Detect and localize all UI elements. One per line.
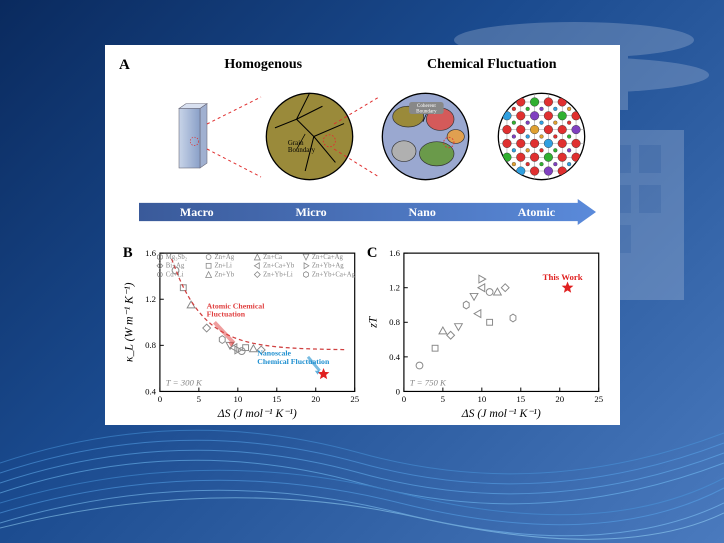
svg-text:Zn+Ca+Yb: Zn+Ca+Yb [263, 263, 295, 270]
svg-text:T = 300 K: T = 300 K [166, 378, 203, 388]
svg-text:0.4: 0.4 [389, 352, 401, 362]
svg-text:κ_L (W m⁻¹ K⁻¹): κ_L (W m⁻¹ K⁻¹) [123, 282, 136, 362]
panel-a: A Homogenous Chemical Fluctuation [119, 57, 606, 237]
svg-text:Zn+Ca+Ag: Zn+Ca+Ag [312, 254, 344, 261]
figure-panel: A Homogenous Chemical Fluctuation [105, 45, 620, 425]
svg-text:Zn+Yb+Ag: Zn+Yb+Ag [312, 263, 344, 270]
svg-text:Mg₃Sb₂: Mg₃Sb₂ [166, 254, 187, 261]
svg-text:Cd+Li: Cd+Li [166, 272, 184, 279]
svg-text:Zn+Ag: Zn+Ag [214, 254, 234, 261]
panel-a-label: A [119, 57, 130, 74]
bottom-row: 0 5 10 15 20 25 0.4 0.8 1.2 1.6 ΔS (J mol⁻¹ K⁻¹) κ_… [119, 243, 606, 423]
svg-text:Zn+Ca: Zn+Ca [263, 254, 282, 261]
schematic-atomic [488, 79, 596, 194]
svg-text:Zn+Yb: Zn+Yb [214, 272, 234, 279]
svg-text:Zn+Li: Zn+Li [214, 263, 232, 270]
svg-text:zT: zT [366, 315, 379, 329]
svg-text:Bi+Ag: Bi+Ag [166, 263, 185, 270]
svg-text:5: 5 [197, 394, 202, 404]
svg-text:10: 10 [233, 394, 242, 404]
scale-macro: Macro [180, 205, 214, 220]
svg-text:1.6: 1.6 [145, 248, 157, 258]
svg-text:B: B [123, 245, 133, 261]
coherent-boundary-label: CoherentBoundary [416, 103, 437, 114]
schematic-micro: GrainBoundary [255, 79, 363, 194]
svg-text:Fluctuation: Fluctuation [207, 310, 246, 319]
schematic-nano: CoherentBoundary [372, 79, 480, 194]
svg-text:10: 10 [477, 394, 486, 404]
scale-arrow: Macro Micro Nano Atomic [139, 199, 596, 225]
svg-text:This Work: This Work [542, 272, 582, 282]
scale-atomic: Atomic [518, 205, 555, 220]
schematic-macro [139, 79, 247, 194]
svg-text:0: 0 [401, 394, 406, 404]
svg-text:15: 15 [516, 394, 525, 404]
header-fluctuation: Chemical Fluctuation [378, 57, 607, 73]
svg-text:25: 25 [594, 394, 603, 404]
svg-text:0: 0 [395, 386, 400, 396]
svg-text:15: 15 [272, 394, 281, 404]
svg-text:0.4: 0.4 [145, 386, 157, 396]
svg-text:1.6: 1.6 [389, 248, 401, 258]
svg-text:Chemical Fluctuation: Chemical Fluctuation [257, 357, 330, 366]
svg-text:5: 5 [440, 394, 445, 404]
panel-c: 0 5 10 15 20 25 0 0.4 0.8 1.2 1.6 ΔS (J mol⁻¹ K⁻¹) z… [363, 243, 607, 423]
svg-text:Zn+Yb+Ca+Ag: Zn+Yb+Ca+Ag [312, 272, 356, 279]
svg-text:ΔS (J mol⁻¹ K⁻¹): ΔS (J mol⁻¹ K⁻¹) [217, 407, 297, 420]
svg-text:20: 20 [555, 394, 564, 404]
svg-text:C: C [366, 245, 377, 261]
panel-b: 0 5 10 15 20 25 0.4 0.8 1.2 1.6 ΔS (J mol⁻¹ K⁻¹) κ_… [119, 243, 363, 423]
svg-text:Zn+Yb+Li: Zn+Yb+Li [263, 272, 293, 279]
svg-text:1.2: 1.2 [145, 294, 156, 304]
svg-text:0: 0 [158, 394, 163, 404]
scale-micro: Micro [296, 205, 327, 220]
svg-text:0.8: 0.8 [145, 340, 157, 350]
header-homogenous: Homogenous [149, 57, 378, 73]
svg-text:0.8: 0.8 [389, 317, 401, 327]
svg-text:1.2: 1.2 [389, 283, 400, 293]
svg-text:T = 750 K: T = 750 K [409, 378, 446, 388]
svg-text:25: 25 [350, 394, 359, 404]
schematics-row: GrainBoundary CoherentBoundary [139, 79, 596, 194]
scale-nano: Nano [409, 205, 436, 220]
svg-text:ΔS (J mol⁻¹ K⁻¹): ΔS (J mol⁻¹ K⁻¹) [460, 407, 540, 420]
svg-text:20: 20 [311, 394, 320, 404]
